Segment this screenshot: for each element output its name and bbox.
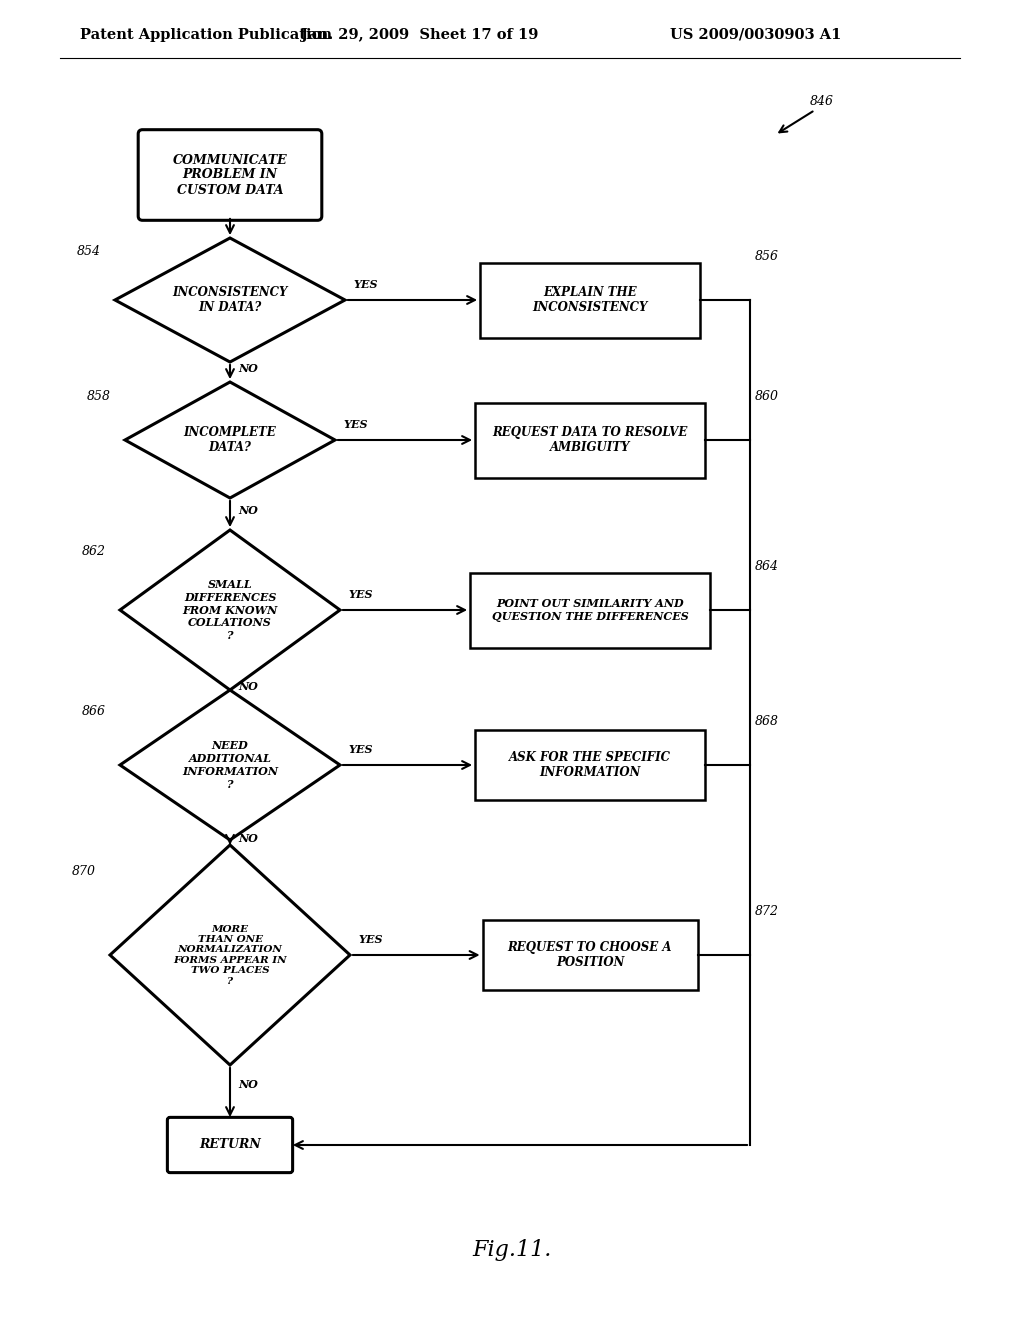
Text: 864: 864 (755, 560, 779, 573)
Text: 868: 868 (755, 715, 779, 729)
Bar (475, 403, 705, 478)
Bar (482, 920, 697, 990)
Text: US 2009/0030903 A1: US 2009/0030903 A1 (670, 28, 842, 42)
Text: POINT OUT SIMILARITY AND
QUESTION THE DIFFERENCES: POINT OUT SIMILARITY AND QUESTION THE DI… (492, 598, 688, 622)
Text: 854: 854 (77, 246, 101, 257)
FancyBboxPatch shape (138, 129, 322, 220)
Text: REQUEST TO CHOOSE A
POSITION: REQUEST TO CHOOSE A POSITION (508, 941, 672, 969)
Bar (475, 730, 705, 800)
Text: 846: 846 (810, 95, 834, 108)
Text: NEED
ADDITIONAL
INFORMATION
?: NEED ADDITIONAL INFORMATION ? (182, 741, 278, 789)
Text: 866: 866 (82, 705, 106, 718)
Text: INCONSISTENCY
IN DATA?: INCONSISTENCY IN DATA? (172, 286, 288, 314)
Bar (470, 573, 710, 648)
Text: ASK FOR THE SPECIFIC
INFORMATION: ASK FOR THE SPECIFIC INFORMATION (509, 751, 671, 779)
Text: NO: NO (238, 363, 258, 374)
Text: 858: 858 (87, 389, 111, 403)
Bar (480, 263, 700, 338)
Text: 862: 862 (82, 545, 106, 558)
Text: YES: YES (348, 589, 373, 601)
Text: REQUEST DATA TO RESOLVE
AMBIGUITY: REQUEST DATA TO RESOLVE AMBIGUITY (493, 426, 688, 454)
Text: INCOMPLETE
DATA?: INCOMPLETE DATA? (183, 426, 276, 454)
Polygon shape (120, 531, 340, 690)
Polygon shape (115, 238, 345, 362)
Text: NO: NO (238, 506, 258, 516)
Text: YES: YES (353, 279, 378, 290)
Text: Patent Application Publication: Patent Application Publication (80, 28, 332, 42)
Text: 870: 870 (72, 865, 96, 878)
Text: SMALL
DIFFERENCES
FROM KNOWN
COLLATIONS
?: SMALL DIFFERENCES FROM KNOWN COLLATIONS … (182, 579, 278, 642)
Text: YES: YES (343, 418, 368, 430)
Polygon shape (120, 690, 340, 840)
Text: COMMUNICATE
PROBLEM IN
CUSTOM DATA: COMMUNICATE PROBLEM IN CUSTOM DATA (173, 153, 288, 197)
Text: YES: YES (358, 935, 383, 945)
Text: Jan. 29, 2009  Sheet 17 of 19: Jan. 29, 2009 Sheet 17 of 19 (301, 28, 539, 42)
FancyBboxPatch shape (167, 1117, 293, 1172)
Text: EXPLAIN THE
INCONSISTENCY: EXPLAIN THE INCONSISTENCY (532, 286, 648, 314)
Text: RETURN: RETURN (199, 1138, 261, 1151)
Text: NO: NO (238, 681, 258, 692)
Text: Fig.11.: Fig.11. (472, 1239, 552, 1261)
Text: YES: YES (348, 744, 373, 755)
Text: 856: 856 (755, 249, 779, 263)
Polygon shape (125, 381, 335, 498)
Text: 860: 860 (755, 389, 779, 403)
Text: NO: NO (238, 1078, 258, 1089)
Polygon shape (110, 845, 350, 1065)
Text: 872: 872 (755, 906, 779, 917)
Text: NO: NO (238, 833, 258, 845)
Text: MORE
THAN ONE
NORMALIZATION
FORMS APPEAR IN
TWO PLACES
?: MORE THAN ONE NORMALIZATION FORMS APPEAR… (173, 924, 287, 986)
